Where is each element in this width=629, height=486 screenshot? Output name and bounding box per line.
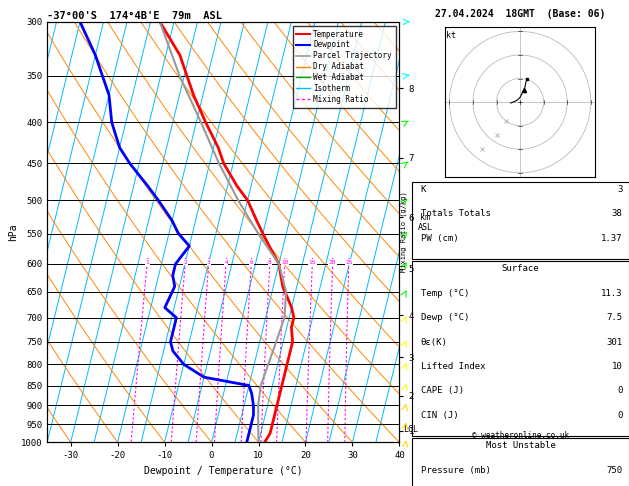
Bar — [412, 261, 629, 436]
Text: © weatheronline.co.uk: © weatheronline.co.uk — [472, 431, 569, 440]
Text: CAPE (J): CAPE (J) — [421, 386, 464, 395]
Text: 2: 2 — [184, 260, 187, 265]
Text: Totals Totals: Totals Totals — [421, 209, 491, 218]
Legend: Temperature, Dewpoint, Parcel Trajectory, Dry Adiabat, Wet Adiabat, Isotherm, Mi: Temperature, Dewpoint, Parcel Trajectory… — [292, 26, 396, 108]
Text: 10: 10 — [612, 362, 623, 371]
Text: 27.04.2024  18GMT  (Base: 06): 27.04.2024 18GMT (Base: 06) — [435, 9, 606, 19]
X-axis label: Dewpoint / Temperature (°C): Dewpoint / Temperature (°C) — [144, 466, 303, 476]
Text: 3: 3 — [617, 185, 623, 194]
Y-axis label: hPa: hPa — [8, 223, 18, 241]
Text: Pressure (mb): Pressure (mb) — [421, 466, 491, 475]
Text: 15: 15 — [309, 260, 316, 265]
Text: 7.5: 7.5 — [606, 313, 623, 322]
Text: 1: 1 — [145, 260, 149, 265]
Text: Mixing Ratio (g/kg): Mixing Ratio (g/kg) — [401, 191, 407, 273]
Bar — [412, 182, 629, 259]
Text: 8: 8 — [268, 260, 272, 265]
Text: θε(K): θε(K) — [421, 338, 448, 347]
Text: 38: 38 — [612, 209, 623, 218]
Text: 11.3: 11.3 — [601, 289, 623, 298]
Text: Lifted Index: Lifted Index — [421, 362, 485, 371]
Text: Surface: Surface — [502, 264, 539, 274]
Text: K: K — [421, 185, 426, 194]
Y-axis label: km
ASL: km ASL — [418, 213, 432, 232]
Text: PW (cm): PW (cm) — [421, 234, 459, 243]
Text: kt: kt — [446, 31, 456, 40]
Text: Most Unstable: Most Unstable — [486, 441, 555, 451]
Text: 0: 0 — [617, 386, 623, 395]
Text: Dewp (°C): Dewp (°C) — [421, 313, 469, 322]
Text: 10: 10 — [281, 260, 289, 265]
Text: 6: 6 — [250, 260, 253, 265]
Bar — [412, 438, 629, 486]
Text: -37°00'S  174°4B'E  79m  ASL: -37°00'S 174°4B'E 79m ASL — [47, 11, 222, 21]
Text: 0: 0 — [617, 411, 623, 420]
Text: 750: 750 — [606, 466, 623, 475]
Text: CIN (J): CIN (J) — [421, 411, 459, 420]
Text: LCL: LCL — [404, 425, 418, 434]
Text: 4: 4 — [224, 260, 228, 265]
Text: 1.37: 1.37 — [601, 234, 623, 243]
Text: 25: 25 — [345, 260, 352, 265]
Text: Temp (°C): Temp (°C) — [421, 289, 469, 298]
Text: 301: 301 — [606, 338, 623, 347]
Text: 20: 20 — [329, 260, 337, 265]
Text: 3: 3 — [207, 260, 211, 265]
